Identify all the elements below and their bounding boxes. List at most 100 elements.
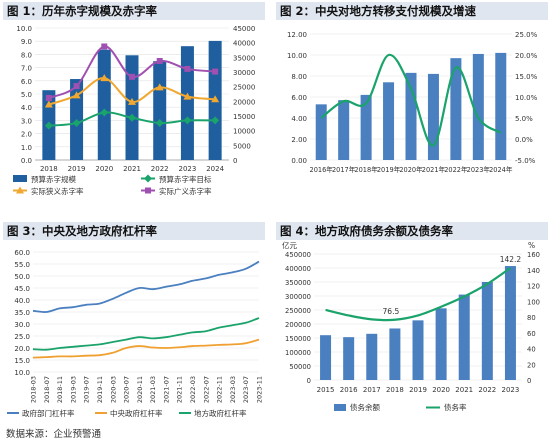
chart-1-bar	[180, 46, 194, 160]
chart-4-y-left-tick-label: 50000	[289, 363, 311, 371]
chart-4-svg: 亿元 % 0 50000 100000 150000 200000 250000 300000 3…	[282, 240, 540, 412]
chart-3-series-line-1	[32, 260, 260, 313]
chart-2-x-tick-label: 2021年	[422, 165, 446, 174]
chart-3-x-tick-label: 2023-07	[242, 376, 250, 403]
chart-3-series-line-3	[32, 317, 260, 351]
chart-3-legend-label: 地方政府杠杆率	[194, 408, 247, 418]
chart-1-point	[100, 108, 109, 117]
chart-2-y-left-tick-label: 2.00	[291, 136, 307, 144]
chart-1-point	[44, 121, 53, 130]
chart-1-point	[155, 83, 164, 91]
chart-1-y-right-tick-label: 10000	[233, 128, 255, 136]
chart-3-x-tick-label: 2018-07	[43, 376, 51, 403]
chart-2-bar	[405, 72, 417, 160]
chart-1-legend-label: 预算赤字率目标	[159, 174, 212, 184]
chart-3-x-tick-label: 2019-07	[83, 376, 91, 403]
chart-3-x-tick-label: 2021-11	[176, 376, 184, 403]
chart-1-y-left-tick-label: 9.0	[21, 38, 32, 46]
chart-4-bar	[343, 337, 355, 380]
chart-1-legend-label: 实际狭义赤字率	[31, 186, 84, 196]
chart-1-point	[183, 116, 192, 125]
chart-4-y-right-tick-label: 100	[527, 298, 540, 306]
chart-4-y-left-tick-label: 250000	[285, 307, 311, 315]
chart-3-x-tick-label: 2020-03	[109, 376, 117, 403]
chart-2-x-tick-label: 2022年	[444, 165, 468, 174]
chart-2-bar	[360, 94, 372, 160]
chart-2-y-left-tick-label: 12.00	[287, 31, 307, 39]
chart-1-point	[155, 119, 164, 128]
chart-2-y-left-tick-label: 4.00	[291, 115, 307, 123]
chart-1-point	[72, 91, 81, 99]
source-note: 数据来源：企业预警通	[6, 429, 102, 440]
chart-1-legend-marker	[144, 174, 152, 183]
chart-4-bar	[481, 282, 493, 380]
chart-4-bar	[366, 333, 378, 380]
chart-4-bar	[320, 335, 332, 380]
chart-2-bar	[495, 52, 507, 160]
chart-3-x-tick-label: 2023-03	[229, 376, 237, 403]
chart-3-y-tick-label: 55.0	[14, 261, 30, 269]
chart-1-y-right-tick-label: 45000	[233, 25, 255, 33]
chart-4-legend-label: 债务率	[444, 402, 467, 412]
chart-1-point	[183, 92, 192, 100]
chart-4-bar	[504, 266, 516, 380]
chart-2-y-right-tick-label: 10.0%	[515, 94, 538, 102]
chart-1-point	[212, 68, 219, 75]
chart-4-y-left-tick-label: 450000	[285, 251, 311, 259]
chart-2-x-tick-label: 2018年	[354, 165, 378, 174]
chart-2-series-line	[320, 53, 502, 147]
chart-3-y-tick-label: 10.0	[14, 369, 30, 377]
chart-2-y-right-tick-label: 25.0%	[515, 31, 538, 39]
chart-1-x-tick-label: 2021	[123, 165, 141, 173]
chart-1-x-tick-label: 2022	[151, 165, 169, 173]
chart-3-x-tick-label: 2018-03	[30, 376, 38, 403]
chart-4-data-label: 142.2	[500, 255, 522, 264]
chart-1-y-left-tick-label: 4.0	[21, 104, 32, 112]
chart-4-bar	[435, 308, 447, 380]
chart-4-y-left-tick-label: 300000	[285, 293, 311, 301]
chart-2-y-left-tick-label: 10.00	[287, 52, 307, 60]
chart-2-y-right-tick-label: 0.0%	[515, 136, 533, 144]
chart-3-x-tick-label: 2018-11	[56, 376, 64, 403]
chart-2-y-left-tick-label: 6.00	[291, 94, 307, 102]
chart-1-point	[45, 94, 52, 101]
chart-3-x-tick-label: 2022-03	[189, 376, 197, 403]
chart-1-point	[128, 97, 136, 105]
chart-2-y-right-tick-label: 5.0%	[515, 115, 533, 123]
chart-panel-4: 图 4：地方政府债务余额及债务率 亿元% 0 50000 100000 150000 20…	[276, 222, 548, 422]
chart-4-y-left-tick-label: 150000	[285, 335, 311, 343]
chart-4-x-tick-label: 2015	[317, 386, 335, 394]
chart-1-y-left-tick-label: 0.0	[21, 157, 32, 165]
chart-1-x-tick-label: 2018	[40, 165, 58, 173]
chart-1-svg: 0.0 1.0 2.0 3.0 4.0 5.0 6.0 7.0 8.0 9.0 10.0 0 5000 1…	[13, 25, 255, 196]
chart-1-y-right-tick-label: 30000	[233, 69, 255, 77]
chart-2-x-tick-label: 2023年	[467, 165, 491, 174]
chart-3-svg: 10.0 15.0 20.0 25.0 30.0 35.0 40.0 45.0 50.0 55.0…	[7, 249, 264, 418]
chart-1-point	[156, 58, 163, 64]
chart-4-x-tick-label: 2018	[386, 386, 404, 394]
chart-4-y-left-tick-label: 100000	[285, 349, 311, 357]
chart-4-series-line	[325, 267, 512, 322]
chart-1-point	[211, 116, 220, 125]
chart-1-legend-marker	[145, 187, 151, 194]
chart-3-y-tick-label: 60.0	[14, 249, 30, 257]
chart-4-y-right-tick-label: 80	[527, 314, 536, 322]
chart-1-legend-swatch	[13, 175, 27, 182]
chart-3-x-tick-label: 2022-07	[202, 376, 210, 403]
chart-1-point	[128, 113, 136, 122]
chart-panel-2: 图 2：中央对地方转移支付规模及增速 0.00 2.00 4.00 6.00 8.00 1…	[276, 0, 548, 200]
chart-1-y-left-tick-label: 10.0	[16, 25, 32, 33]
chart-2-x-tick-label: 2020年	[399, 165, 423, 174]
chart-1-y-right-tick-label: 35000	[233, 54, 255, 62]
chart-3-y-tick-label: 20.0	[14, 345, 30, 353]
chart-4-y-right-tick-label: 40	[527, 346, 536, 354]
chart-2-bar	[338, 100, 350, 160]
chart-1-y-right-tick-label: 40000	[233, 40, 255, 48]
chart-1-legend-marker	[16, 186, 24, 194]
chart-4-x-tick-label: 2019	[409, 386, 427, 394]
chart-2-bar	[383, 82, 395, 160]
chart-panel-3: 图 3：中央及地方政府杠杆率 10.0 15.0 20.0 25.0 30.0 35.0 4…	[3, 222, 265, 422]
chart-3-y-tick-label: 45.0	[14, 285, 30, 293]
chart-1-x-tick-label: 2020	[95, 165, 113, 173]
chart-3-y-tick-label: 50.0	[14, 273, 30, 281]
